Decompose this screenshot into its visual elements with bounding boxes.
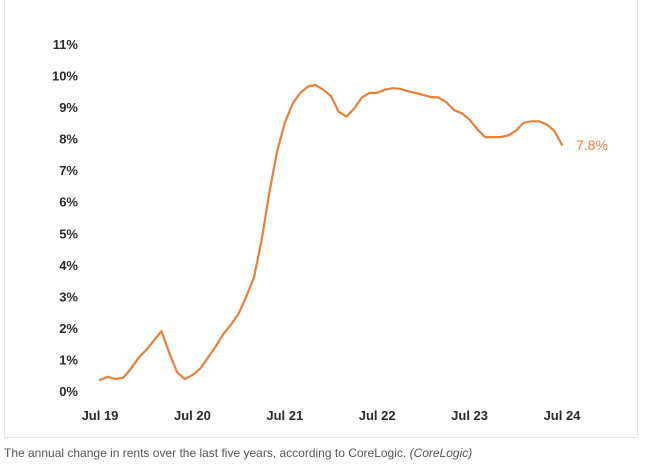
y-axis: 0% 1% 2% 3% 4% 5% 6% 7% 8% 9% 10% 11% — [52, 37, 78, 399]
series-line — [98, 83, 564, 382]
y-tick-label: 0% — [59, 384, 78, 399]
y-tick-label: 2% — [59, 321, 78, 336]
y-tick-label: 9% — [59, 100, 78, 115]
y-tick-label: 4% — [59, 258, 78, 273]
x-tick-label: Jul 23 — [451, 408, 488, 423]
y-tick-label: 3% — [59, 289, 78, 304]
rent-change-line-chart: 0%1%2%3%4%5%6%7%8%9%10%11% Jul 19 Jul 20 J… — [52, 37, 608, 423]
x-tick-label: Jul 20 — [174, 408, 211, 423]
x-tick-label: Jul 24 — [544, 408, 582, 423]
y-tick-label: 10% — [52, 69, 78, 84]
x-tick-label: Jul 22 — [359, 408, 396, 423]
x-axis: Jul 19 Jul 20 Jul 21 Jul 22 Jul 23 Jul 24 — [82, 408, 582, 423]
y-tick-label: 5% — [59, 226, 78, 241]
figure-caption: The annual change in rents over the last… — [4, 446, 644, 460]
x-tick-label: Jul 21 — [266, 408, 303, 423]
y-tick-label: 8% — [59, 132, 78, 147]
y-tick-label: 7% — [59, 163, 78, 178]
end-value-label: 7.8% — [576, 137, 608, 153]
chart-frame — [4, 0, 638, 438]
y-tick-label: 6% — [59, 195, 78, 210]
x-tick-label: Jul 19 — [82, 408, 119, 423]
y-tick-label: 1% — [59, 352, 78, 367]
caption-source: (CoreLogic) — [409, 446, 473, 460]
y-tick-label: 11% — [53, 37, 79, 52]
caption-text: The annual change in rents over the last… — [4, 446, 407, 460]
